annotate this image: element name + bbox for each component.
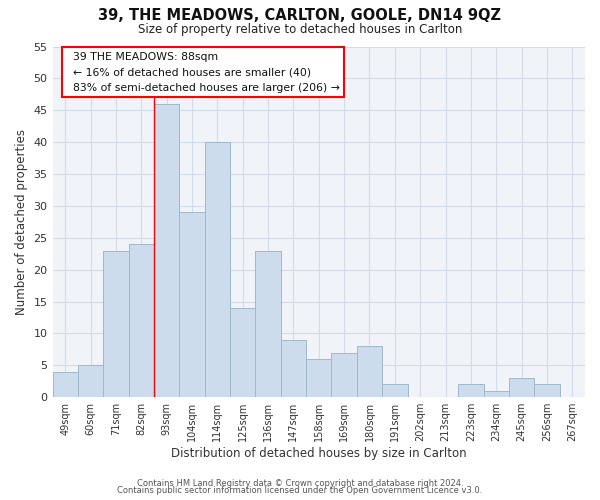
Bar [484, 391, 509, 397]
Bar [534, 384, 560, 397]
Bar [509, 378, 534, 397]
Bar [154, 104, 179, 397]
Text: Contains HM Land Registry data © Crown copyright and database right 2024.: Contains HM Land Registry data © Crown c… [137, 478, 463, 488]
Bar [357, 346, 382, 397]
Bar [256, 250, 281, 397]
Y-axis label: Number of detached properties: Number of detached properties [15, 129, 28, 315]
Text: 39 THE MEADOWS: 88sqm
  ← 16% of detached houses are smaller (40)
  83% of semi-: 39 THE MEADOWS: 88sqm ← 16% of detached … [66, 52, 340, 93]
Bar [128, 244, 154, 397]
Bar [331, 352, 357, 397]
Text: Size of property relative to detached houses in Carlton: Size of property relative to detached ho… [138, 22, 462, 36]
Bar [179, 212, 205, 397]
Bar [78, 366, 103, 397]
Bar [103, 250, 128, 397]
Bar [458, 384, 484, 397]
Bar [53, 372, 78, 397]
Bar [281, 340, 306, 397]
Text: Contains public sector information licensed under the Open Government Licence v3: Contains public sector information licen… [118, 486, 482, 495]
Bar [205, 142, 230, 397]
Bar [306, 359, 331, 397]
Bar [230, 308, 256, 397]
X-axis label: Distribution of detached houses by size in Carlton: Distribution of detached houses by size … [171, 447, 467, 460]
Bar [382, 384, 407, 397]
Text: 39, THE MEADOWS, CARLTON, GOOLE, DN14 9QZ: 39, THE MEADOWS, CARLTON, GOOLE, DN14 9Q… [98, 8, 502, 22]
